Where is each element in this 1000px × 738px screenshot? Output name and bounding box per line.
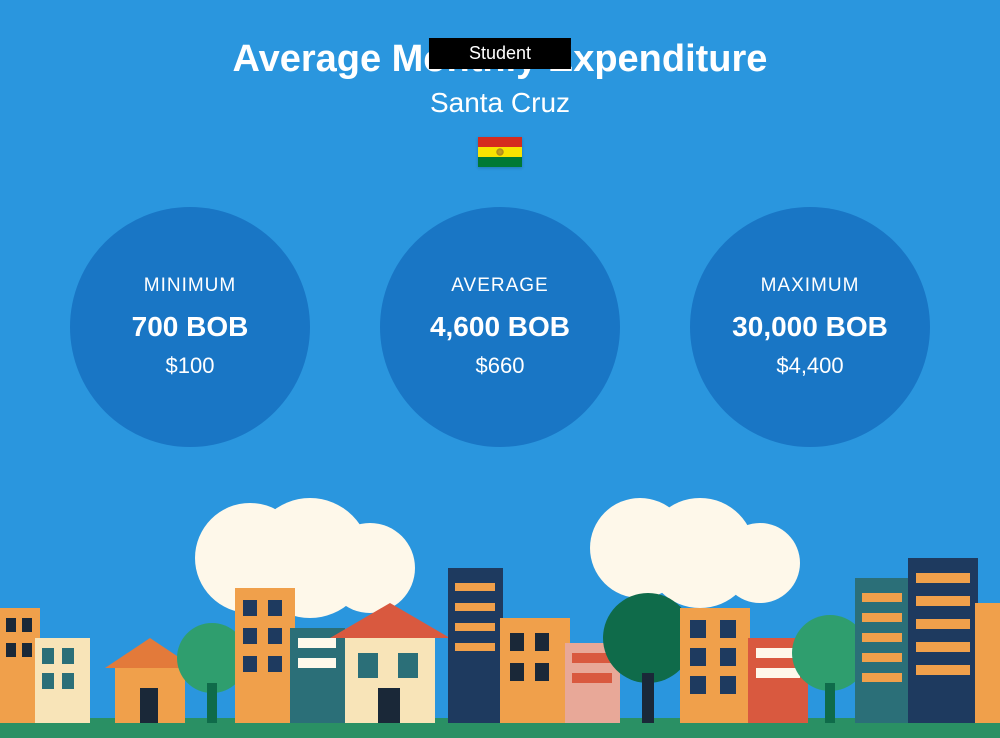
page-subtitle: Santa Cruz: [0, 87, 1000, 119]
stat-usd: $4,400: [776, 353, 843, 379]
stat-value: 4,600 BOB: [430, 311, 570, 343]
stat-label: MAXIMUM: [761, 275, 860, 297]
stat-usd: $100: [166, 353, 215, 379]
stat-maximum: MAXIMUM 30,000 BOB $4,400: [690, 207, 930, 447]
stat-label: AVERAGE: [451, 275, 548, 297]
skyline-illustration: [0, 488, 1000, 738]
category-badge: Student: [429, 38, 571, 69]
flag-stripe-bot: [478, 157, 522, 167]
stat-value: 700 BOB: [132, 311, 249, 343]
flag-emblem-icon: [496, 148, 504, 156]
stat-label: MINIMUM: [144, 275, 236, 297]
flag-stripe-top: [478, 137, 522, 147]
flag-icon: [478, 137, 522, 167]
stats-row: MINIMUM 700 BOB $100 AVERAGE 4,600 BOB $…: [0, 207, 1000, 447]
stat-minimum: MINIMUM 700 BOB $100: [70, 207, 310, 447]
stat-average: AVERAGE 4,600 BOB $660: [380, 207, 620, 447]
stat-value: 30,000 BOB: [732, 311, 888, 343]
stat-usd: $660: [476, 353, 525, 379]
